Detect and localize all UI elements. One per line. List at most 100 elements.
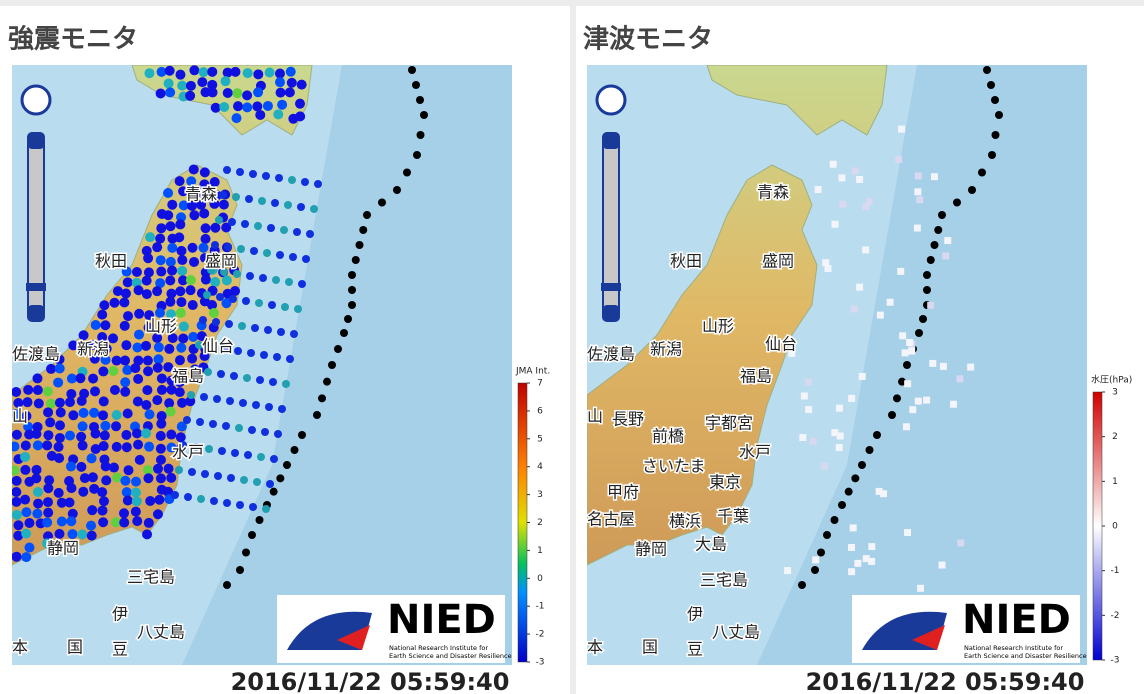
zoom-out[interactable] [28,305,44,321]
station [156,410,167,421]
ocean-station [199,316,207,324]
ocean-sensor [898,125,906,133]
ocean-sensor [831,429,839,437]
trench-station [348,286,356,294]
ocean-station [254,222,262,230]
trench-station [978,168,986,177]
colorbar-tick-label: 7 [537,379,543,389]
ocean-station [238,322,246,330]
station [230,66,241,77]
station [31,464,42,475]
ocean-station [236,501,244,509]
trench-station [926,256,935,264]
station [196,331,207,342]
station [20,494,31,505]
zoom-in[interactable] [28,133,44,149]
station [109,385,120,396]
station [97,309,108,320]
ocean-sensor [967,363,975,371]
station [101,343,112,354]
ocean-sensor [838,174,846,182]
station [156,266,167,277]
station [199,167,210,178]
place-label: 国 [642,638,658,657]
station [175,219,186,230]
station [164,398,175,409]
ocean-station [253,478,261,486]
station [165,309,176,320]
zoom-thumb[interactable] [26,283,46,291]
ocean-station [314,180,322,188]
station [152,509,163,520]
station [174,387,185,398]
station [55,407,66,418]
station [178,200,189,211]
ocean-sensor [865,198,873,206]
station [221,275,232,286]
ocean-sensor [829,160,837,168]
pan-button[interactable] [20,84,52,116]
station [153,463,164,474]
station [175,69,186,80]
logo-subtitle: Earth Science and Disaster Resilience [389,652,512,660]
station [155,443,166,454]
station [120,377,131,388]
station [53,377,64,388]
station [77,529,88,540]
ocean-station [248,426,256,434]
station [86,530,97,541]
station [187,300,198,311]
pan-button[interactable] [595,84,627,116]
station [87,505,98,516]
zoom-out[interactable] [603,305,619,321]
station [144,68,155,79]
ocean-station [262,172,270,180]
station [152,242,163,253]
place-label: 東京 [709,473,741,492]
place-label: 国 [67,638,83,657]
station [89,483,100,494]
station [98,496,109,507]
station [121,266,132,277]
ocean-sensor [944,237,952,245]
trench-station [873,431,881,439]
colorbar-tick-label: 2 [537,518,543,528]
trench-station [953,198,961,207]
station [145,496,156,507]
station [119,320,130,331]
station [144,409,155,420]
station [163,210,174,221]
station [77,440,88,451]
ocean-station [233,270,241,278]
station [21,528,32,539]
trench-station [290,446,299,454]
ocean-sensor [939,362,947,370]
station [174,176,185,187]
ocean-sensor [851,167,859,175]
station [273,109,284,120]
trench-station [988,151,996,159]
place-label: 秋田 [95,252,127,271]
station [210,222,221,233]
ocean-sensor [856,283,864,291]
trench-station [968,186,976,194]
trench-station [858,461,866,469]
station [46,398,57,409]
colorbar-label: JMA Int. [515,367,550,377]
ocean-sensor [927,301,935,309]
ocean-station [288,176,296,184]
ocean-station [266,480,274,488]
ocean-station [210,497,218,505]
trench-station [248,531,256,539]
zoom-in[interactable] [603,133,619,149]
station [163,78,174,89]
station [154,494,165,505]
place-label: 仙台 [202,337,234,356]
station [152,362,163,373]
station [31,473,42,484]
zoom-thumb[interactable] [601,283,621,291]
ocean-station [187,391,195,399]
station [120,475,131,486]
station [174,232,185,243]
station [12,509,22,520]
